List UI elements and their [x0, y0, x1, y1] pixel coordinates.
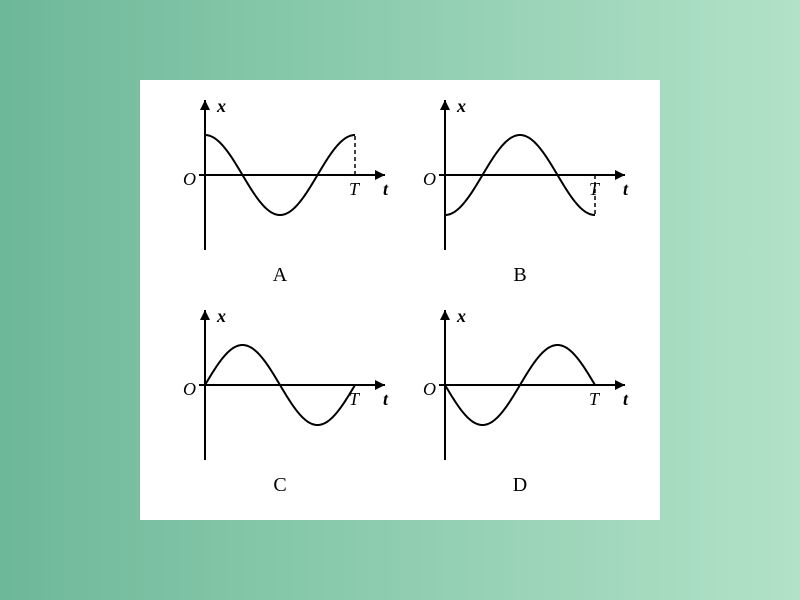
- svg-text:O: O: [423, 169, 436, 189]
- svg-text:O: O: [183, 169, 196, 189]
- svg-text:x: x: [216, 96, 226, 116]
- label-A: A: [273, 264, 287, 287]
- svg-text:t: t: [383, 389, 389, 409]
- svg-text:x: x: [456, 96, 466, 116]
- cell-C: xtOT C: [160, 300, 400, 510]
- svg-text:T: T: [349, 179, 361, 199]
- svg-text:t: t: [383, 179, 389, 199]
- svg-text:t: t: [623, 389, 629, 409]
- graph-A: x t O T: [165, 90, 395, 260]
- cell-B: xtOT B: [400, 90, 640, 300]
- chart-panel: x t O T A x t O T B x t O T C x t O T D: [140, 80, 660, 520]
- label-B: B: [513, 264, 526, 287]
- label-C: C: [273, 474, 286, 497]
- graph-B: xtOT: [405, 90, 635, 260]
- svg-text:x: x: [216, 306, 226, 326]
- svg-text:t: t: [623, 179, 629, 199]
- cell-A: x t O T A: [160, 90, 400, 300]
- cell-D: x t O T D: [400, 300, 640, 510]
- label-D: D: [513, 474, 527, 497]
- svg-text:T: T: [589, 389, 601, 409]
- graph-C: xtOT: [165, 300, 395, 470]
- svg-text:O: O: [183, 379, 196, 399]
- graph-D: x t O T: [405, 300, 635, 470]
- svg-text:O: O: [423, 379, 436, 399]
- svg-text:x: x: [456, 306, 466, 326]
